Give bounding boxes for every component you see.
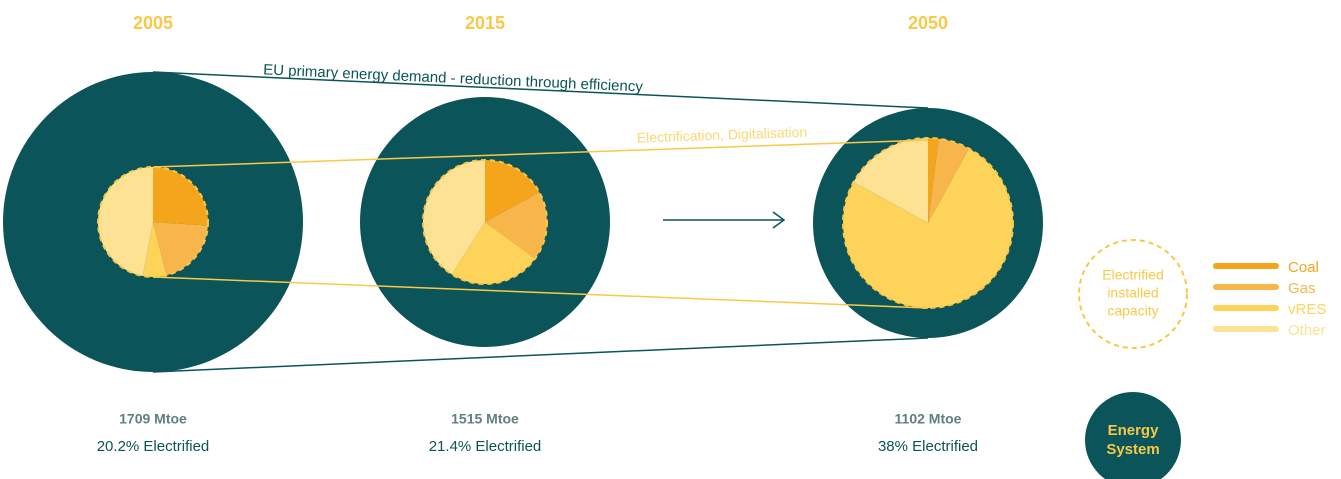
electrification-label: Electrification, Digitalisation	[637, 124, 808, 146]
pie-slice	[153, 222, 208, 276]
year-label: 2050	[908, 13, 948, 33]
pie-slice	[451, 222, 536, 284]
pie-slice	[98, 167, 153, 277]
capacity-legend-label: capacity	[1107, 303, 1158, 319]
connector	[152, 139, 929, 168]
legend-label: Other	[1288, 322, 1326, 339]
pie-slice	[843, 148, 1014, 309]
pie-slice	[853, 138, 928, 223]
capacity-legend-label: Electrified	[1102, 267, 1163, 283]
electrified-label: 20.2% Electrified	[97, 438, 210, 455]
legend-label: Coal	[1288, 259, 1319, 276]
pie-slice	[142, 222, 167, 277]
demand-label: 1102 Mtoe	[895, 411, 962, 427]
year-label: 2015	[465, 13, 505, 33]
pie-slice	[153, 167, 208, 226]
capacity-legend-circle	[1078, 239, 1188, 349]
pie-slice	[422, 160, 485, 275]
electrified-label: 38% Electrified	[878, 438, 978, 455]
connector	[152, 276, 929, 309]
system-legend-label: System	[1106, 441, 1159, 458]
capacity-outline	[842, 137, 1014, 309]
efficiency-label: EU primary energy demand - reduction thr…	[263, 61, 644, 95]
demand-label: 1515 Mtoe	[451, 411, 519, 427]
connector	[152, 71, 929, 109]
demand-label: 1709 Mtoe	[119, 411, 187, 427]
arrow-head	[772, 211, 786, 229]
system-legend-label: Energy	[1108, 422, 1160, 439]
capacity-legend-label: installed	[1107, 285, 1158, 301]
year-label: 2005	[133, 13, 173, 33]
capacity-outline	[97, 166, 209, 278]
capacity-outline	[422, 159, 548, 285]
pie-slice	[928, 138, 969, 223]
electrified-label: 21.4% Electrified	[429, 438, 542, 455]
legend-label: Gas	[1288, 280, 1316, 297]
legend-label: vRES	[1288, 301, 1326, 318]
pie-slice	[485, 192, 547, 259]
connector	[152, 337, 929, 373]
system-legend-circle	[1085, 392, 1181, 479]
pie-slice	[928, 138, 939, 223]
